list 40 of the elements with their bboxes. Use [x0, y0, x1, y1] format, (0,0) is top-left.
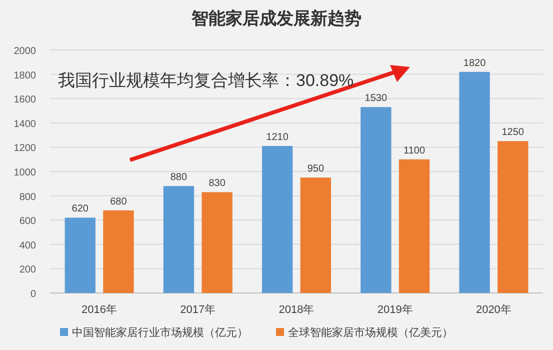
data-label: 620 [72, 204, 89, 215]
y-tick-label: 1000 [14, 168, 36, 178]
data-label: 1210 [266, 132, 289, 143]
bar [300, 178, 332, 293]
x-tick-label: 2019年 [377, 304, 413, 316]
data-label: 1530 [364, 93, 388, 104]
y-tick-label: 1800 [14, 70, 36, 82]
y-tick-label: 1400 [14, 118, 36, 130]
bar [498, 141, 528, 293]
x-tick-label: 2017年 [180, 304, 216, 316]
x-tick-label: 2016年 [82, 304, 118, 316]
chart-title: 智能家居成发展新趋势 [190, 9, 362, 28]
y-tick-label: 200 [19, 264, 36, 276]
x-tick-label: 2018年 [278, 304, 314, 316]
y-tick-label: 400 [19, 240, 36, 252]
bar [398, 159, 430, 293]
data-label: 950 [307, 164, 324, 175]
legend-label: 全球智能家居市场规模（亿美元） [288, 326, 453, 339]
y-tick-label: 0 [30, 289, 36, 300]
data-label: 880 [170, 172, 188, 184]
y-tick-label: 2000 [14, 46, 36, 57]
bar [103, 210, 134, 293]
x-tick-label: 2020年 [476, 304, 512, 316]
data-label: 830 [208, 178, 226, 190]
y-tick-label: 800 [19, 192, 36, 203]
data-label: 1820 [463, 58, 486, 69]
y-tick-label: 1600 [14, 94, 36, 106]
bar [459, 72, 490, 293]
data-label: 1250 [502, 127, 524, 138]
annotation: 我国行业规模年均复合增长率：30.89% [58, 71, 354, 90]
data-label: 1100 [404, 145, 426, 156]
bar [163, 186, 194, 293]
bar [262, 146, 293, 293]
y-tick-label: 1200 [14, 143, 36, 154]
legend-label: 中国智能家居行业市场规模（亿元） [72, 326, 248, 339]
bar [360, 107, 392, 293]
data-label: 680 [110, 196, 128, 208]
bar [64, 218, 96, 293]
bar [202, 192, 232, 293]
y-tick-label: 600 [19, 216, 36, 228]
